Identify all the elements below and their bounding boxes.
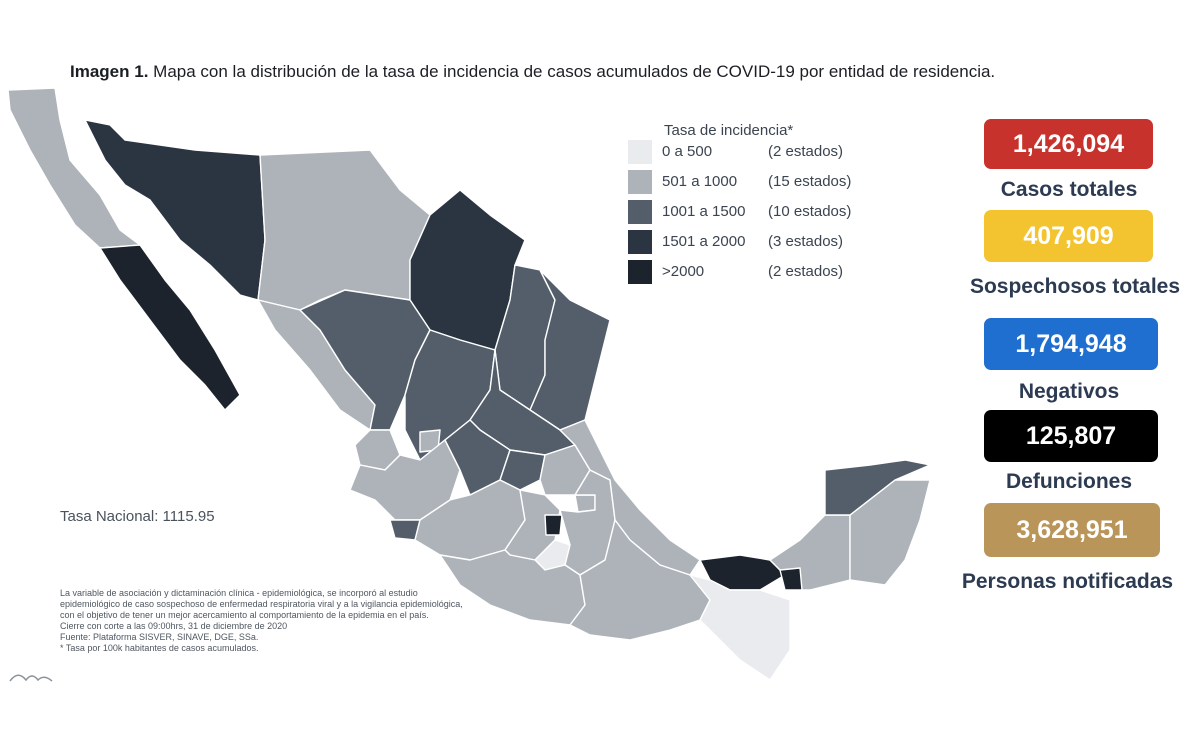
state-sonora [84, 119, 266, 301]
state-baja-california-sur [99, 244, 241, 411]
legend-row-3: 1501 a 2000 (3 estados) [628, 230, 868, 254]
legend-count: (2 estados) [768, 143, 844, 160]
state-yucatan [824, 459, 931, 516]
stat-box-sospechosos: 407,909 [984, 210, 1153, 262]
national-rate: Tasa Nacional: 1115.95 [60, 508, 215, 525]
state-chiapas [689, 574, 791, 681]
footnote-line: epidemiológico de caso sospechoso de enf… [60, 599, 463, 609]
legend-count: (10 estados) [768, 203, 852, 220]
legend-count: (15 estados) [768, 173, 852, 190]
legend-range: >2000 [662, 263, 705, 280]
legend-range: 1501 a 2000 [662, 233, 746, 250]
legend-count: (2 estados) [768, 263, 844, 280]
stat-box-negativos: 1,794,948 [984, 318, 1158, 370]
footnote-line: con el objetivo de tener un mejor acerca… [60, 610, 429, 620]
legend-swatch [628, 170, 652, 194]
figure-title-text: Mapa con la distribución de la tasa de i… [153, 62, 996, 81]
state-tlaxcala [574, 494, 596, 513]
state-chihuahua [257, 149, 431, 311]
stat-box-casos-totales: 1,426,094 [984, 119, 1153, 169]
legend-title: Tasa de incidencia* [664, 122, 794, 139]
stat-box-personas-notificadas: 3,628,951 [984, 503, 1160, 557]
legend-range: 501 a 1000 [662, 173, 738, 190]
state-queretaro [499, 449, 546, 491]
stat-label-personas-notificadas: Personas notificadas [961, 570, 1174, 593]
state-durango [299, 289, 431, 431]
legend-range: 0 a 500 [662, 143, 713, 160]
state-jalisco [349, 439, 461, 521]
legend-range: 1001 a 1500 [662, 203, 746, 220]
stat-box-defunciones: 125,807 [984, 410, 1158, 462]
legend-row-0: 0 a 500 (2 estados) [628, 140, 868, 164]
legend-row-4: >2000 (2 estados) [628, 260, 868, 284]
stat-value: 407,909 [1023, 222, 1114, 250]
footnote-line: Cierre con corte a las 09:00hrs, 31 de d… [60, 621, 288, 631]
legend-swatch [628, 260, 652, 284]
stat-label-casos-totales: Casos totales [1000, 178, 1138, 201]
legend-row-2: 1001 a 1500 (10 estados) [628, 200, 868, 224]
state-tabasco-east [779, 567, 803, 591]
figure-title-bold: Imagen 1. [70, 62, 149, 81]
footnote-line: La variable de asociación y dictaminació… [60, 588, 418, 598]
logo-icon [9, 674, 53, 682]
legend-swatch [628, 140, 652, 164]
legend-swatch [628, 200, 652, 224]
state-guerrero [439, 549, 586, 626]
mexico-map [7, 87, 931, 681]
footnotes: La variable de asociación y dictaminació… [60, 588, 580, 654]
legend-swatch [628, 230, 652, 254]
stat-value: 3,628,951 [1016, 516, 1128, 544]
footnote-line: Fuente: Plataforma SISVER, SINAVE, DGE, … [60, 632, 259, 642]
stat-value: 125,807 [1025, 422, 1117, 450]
footnote-line: * Tasa por 100k habitantes de casos acum… [60, 643, 259, 653]
stat-value: 1,794,948 [1015, 330, 1127, 358]
stat-label-negativos: Negativos [1018, 380, 1120, 403]
figure-title: Imagen 1. Mapa con la distribución de la… [70, 62, 995, 82]
legend-count: (3 estados) [768, 233, 844, 250]
state-cdmx [544, 514, 563, 536]
stat-label-defunciones: Defunciones [1005, 470, 1133, 493]
state-quintana-roo [849, 479, 931, 586]
stat-value: 1,426,094 [1012, 130, 1125, 158]
legend-row-1: 501 a 1000 (15 estados) [628, 170, 868, 194]
stat-label-sospechosos: Sospechosos totales [969, 275, 1181, 298]
